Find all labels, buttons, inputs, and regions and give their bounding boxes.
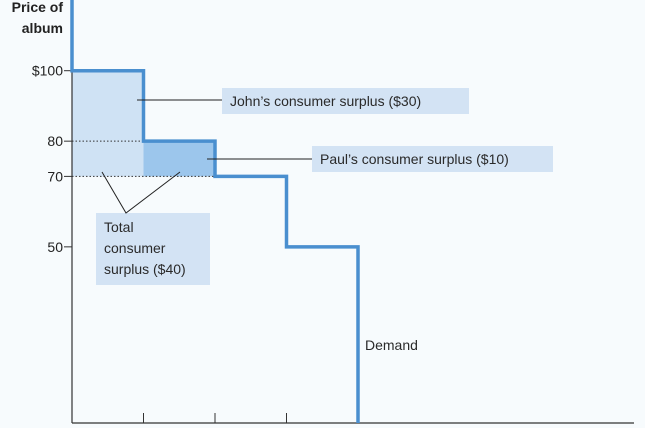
total-label-line1: Total [104, 219, 134, 235]
john-surplus-region [72, 70, 144, 177]
y-axis-label-line2: album [22, 20, 63, 36]
x-ticks [143, 413, 359, 423]
paul-surplus-region [143, 141, 215, 177]
john-label-box [222, 88, 469, 114]
y-axis-label-line1: Price of [12, 0, 64, 15]
paul-label-box [312, 146, 553, 172]
y-tick-label: 80 [47, 133, 63, 149]
total-label-line3: surplus ($40) [104, 261, 186, 277]
paul-label: Paul’s consumer surplus ($10) [320, 151, 509, 167]
demand-curve [70, 0, 360, 423]
y-tick-label: 70 [47, 168, 63, 184]
total-leader-lines [101, 171, 181, 214]
y-tick-label: 50 [47, 239, 63, 255]
total-label-line2: consumer [104, 240, 166, 256]
john-label: John’s consumer surplus ($30) [230, 93, 421, 109]
total-label-box [96, 213, 210, 285]
y-tick-label: $100 [32, 63, 63, 79]
demand-label: Demand [365, 337, 418, 353]
y-ticks: $100 80 70 50 [32, 63, 72, 255]
